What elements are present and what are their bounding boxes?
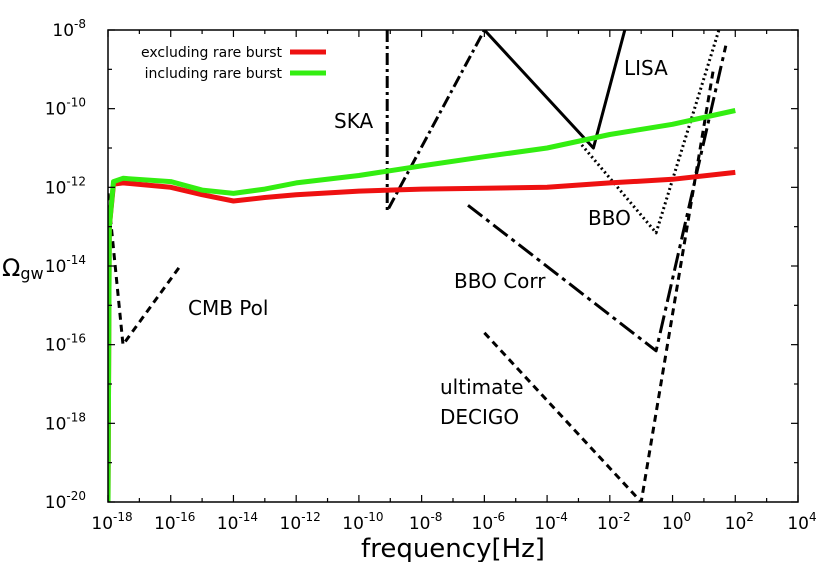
annotation-ultimate: ultimate: [440, 375, 524, 399]
x-tick-label: 10-4: [534, 510, 568, 534]
series-line-excluding-rare-burst: [108, 169, 736, 502]
annotation-cmb-pol: CMB Pol: [188, 296, 268, 320]
series-line-lisa: [483, 30, 627, 150]
series-line-ska: [385, 30, 486, 213]
x-tick-label: 10-10: [342, 510, 383, 534]
x-tick-label: 102: [725, 510, 754, 534]
x-tick-label: 10-18: [91, 510, 132, 534]
y-tick-label: 10-18: [45, 410, 86, 434]
annotation-bbo: BBO: [588, 206, 631, 230]
x-axis-label: frequency[Hz]: [361, 534, 545, 562]
legend: excluding rare burst including rare burs…: [141, 45, 326, 82]
y-axis-label: Ωgw: [2, 254, 44, 283]
plot-frame: [107, 29, 799, 503]
annotation-lisa: LISA: [624, 56, 668, 80]
x-tick-label: 104: [787, 510, 816, 534]
x-tick-label: 100: [662, 510, 691, 534]
y-tick-label: 10-20: [45, 489, 86, 513]
annotation-decigo: DECIGO: [440, 405, 519, 429]
y-tick-label: 10-16: [45, 332, 86, 356]
x-tick-label: 10-16: [154, 510, 195, 534]
legend-label-excluding: excluding rare burst: [141, 45, 283, 61]
series-line-cmb-pol: [108, 193, 182, 347]
x-tick-label: 10-14: [217, 510, 258, 534]
y-tick-label: 10-8: [52, 17, 86, 41]
series-layer: [108, 30, 736, 502]
y-tick-label: 10-10: [45, 96, 86, 120]
x-tick-label: 10-8: [409, 510, 443, 534]
series-line-ultimate-decigo: [483, 69, 715, 502]
series-line-bbo: [577, 30, 721, 235]
ticks-layer: 10-18 10-16 10-14 10-12 10-10 10-8 10-6 10-4 10-…: [45, 17, 817, 534]
x-tick-label: 10-12: [280, 510, 321, 534]
legend-label-including: including rare burst: [145, 66, 283, 82]
y-tick-label: 10-12: [45, 174, 86, 198]
annotation-bbo-corr: BBO Corr: [454, 269, 546, 293]
annotation-ska: SKA: [334, 109, 373, 133]
x-tick-label: 10-2: [597, 510, 631, 534]
series-line-including-rare-burst: [108, 108, 736, 502]
series-line-bbo-corr: [467, 45, 728, 353]
x-tick-label: 10-6: [472, 510, 506, 534]
y-tick-label: 10-14: [45, 253, 86, 277]
